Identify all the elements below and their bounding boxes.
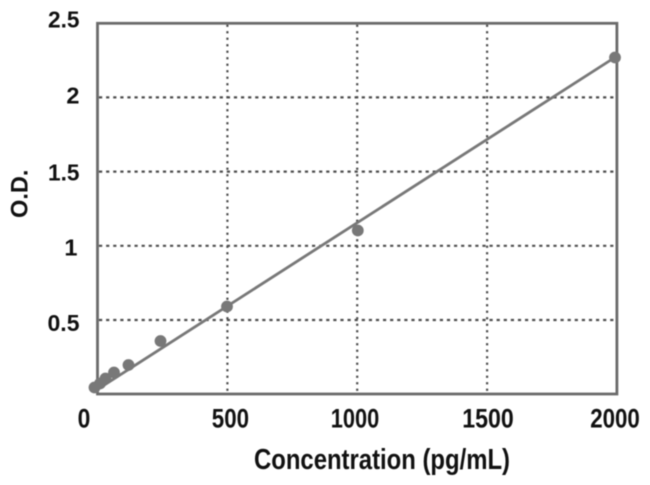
svg-text:500: 500 <box>212 404 249 434</box>
svg-text:1: 1 <box>64 235 77 261</box>
svg-text:2000: 2000 <box>590 404 640 434</box>
svg-text:1000: 1000 <box>331 404 380 434</box>
svg-text:0: 0 <box>78 404 91 434</box>
svg-text:1.5: 1.5 <box>48 160 80 186</box>
svg-text:0.5: 0.5 <box>48 310 80 336</box>
svg-text:O.D.: O.D. <box>7 170 34 218</box>
svg-text:2.5: 2.5 <box>48 7 80 33</box>
svg-text:Concentration (pg/mL): Concentration (pg/mL) <box>254 444 510 476</box>
svg-text:1500: 1500 <box>462 404 514 434</box>
svg-text:2: 2 <box>66 82 79 108</box>
